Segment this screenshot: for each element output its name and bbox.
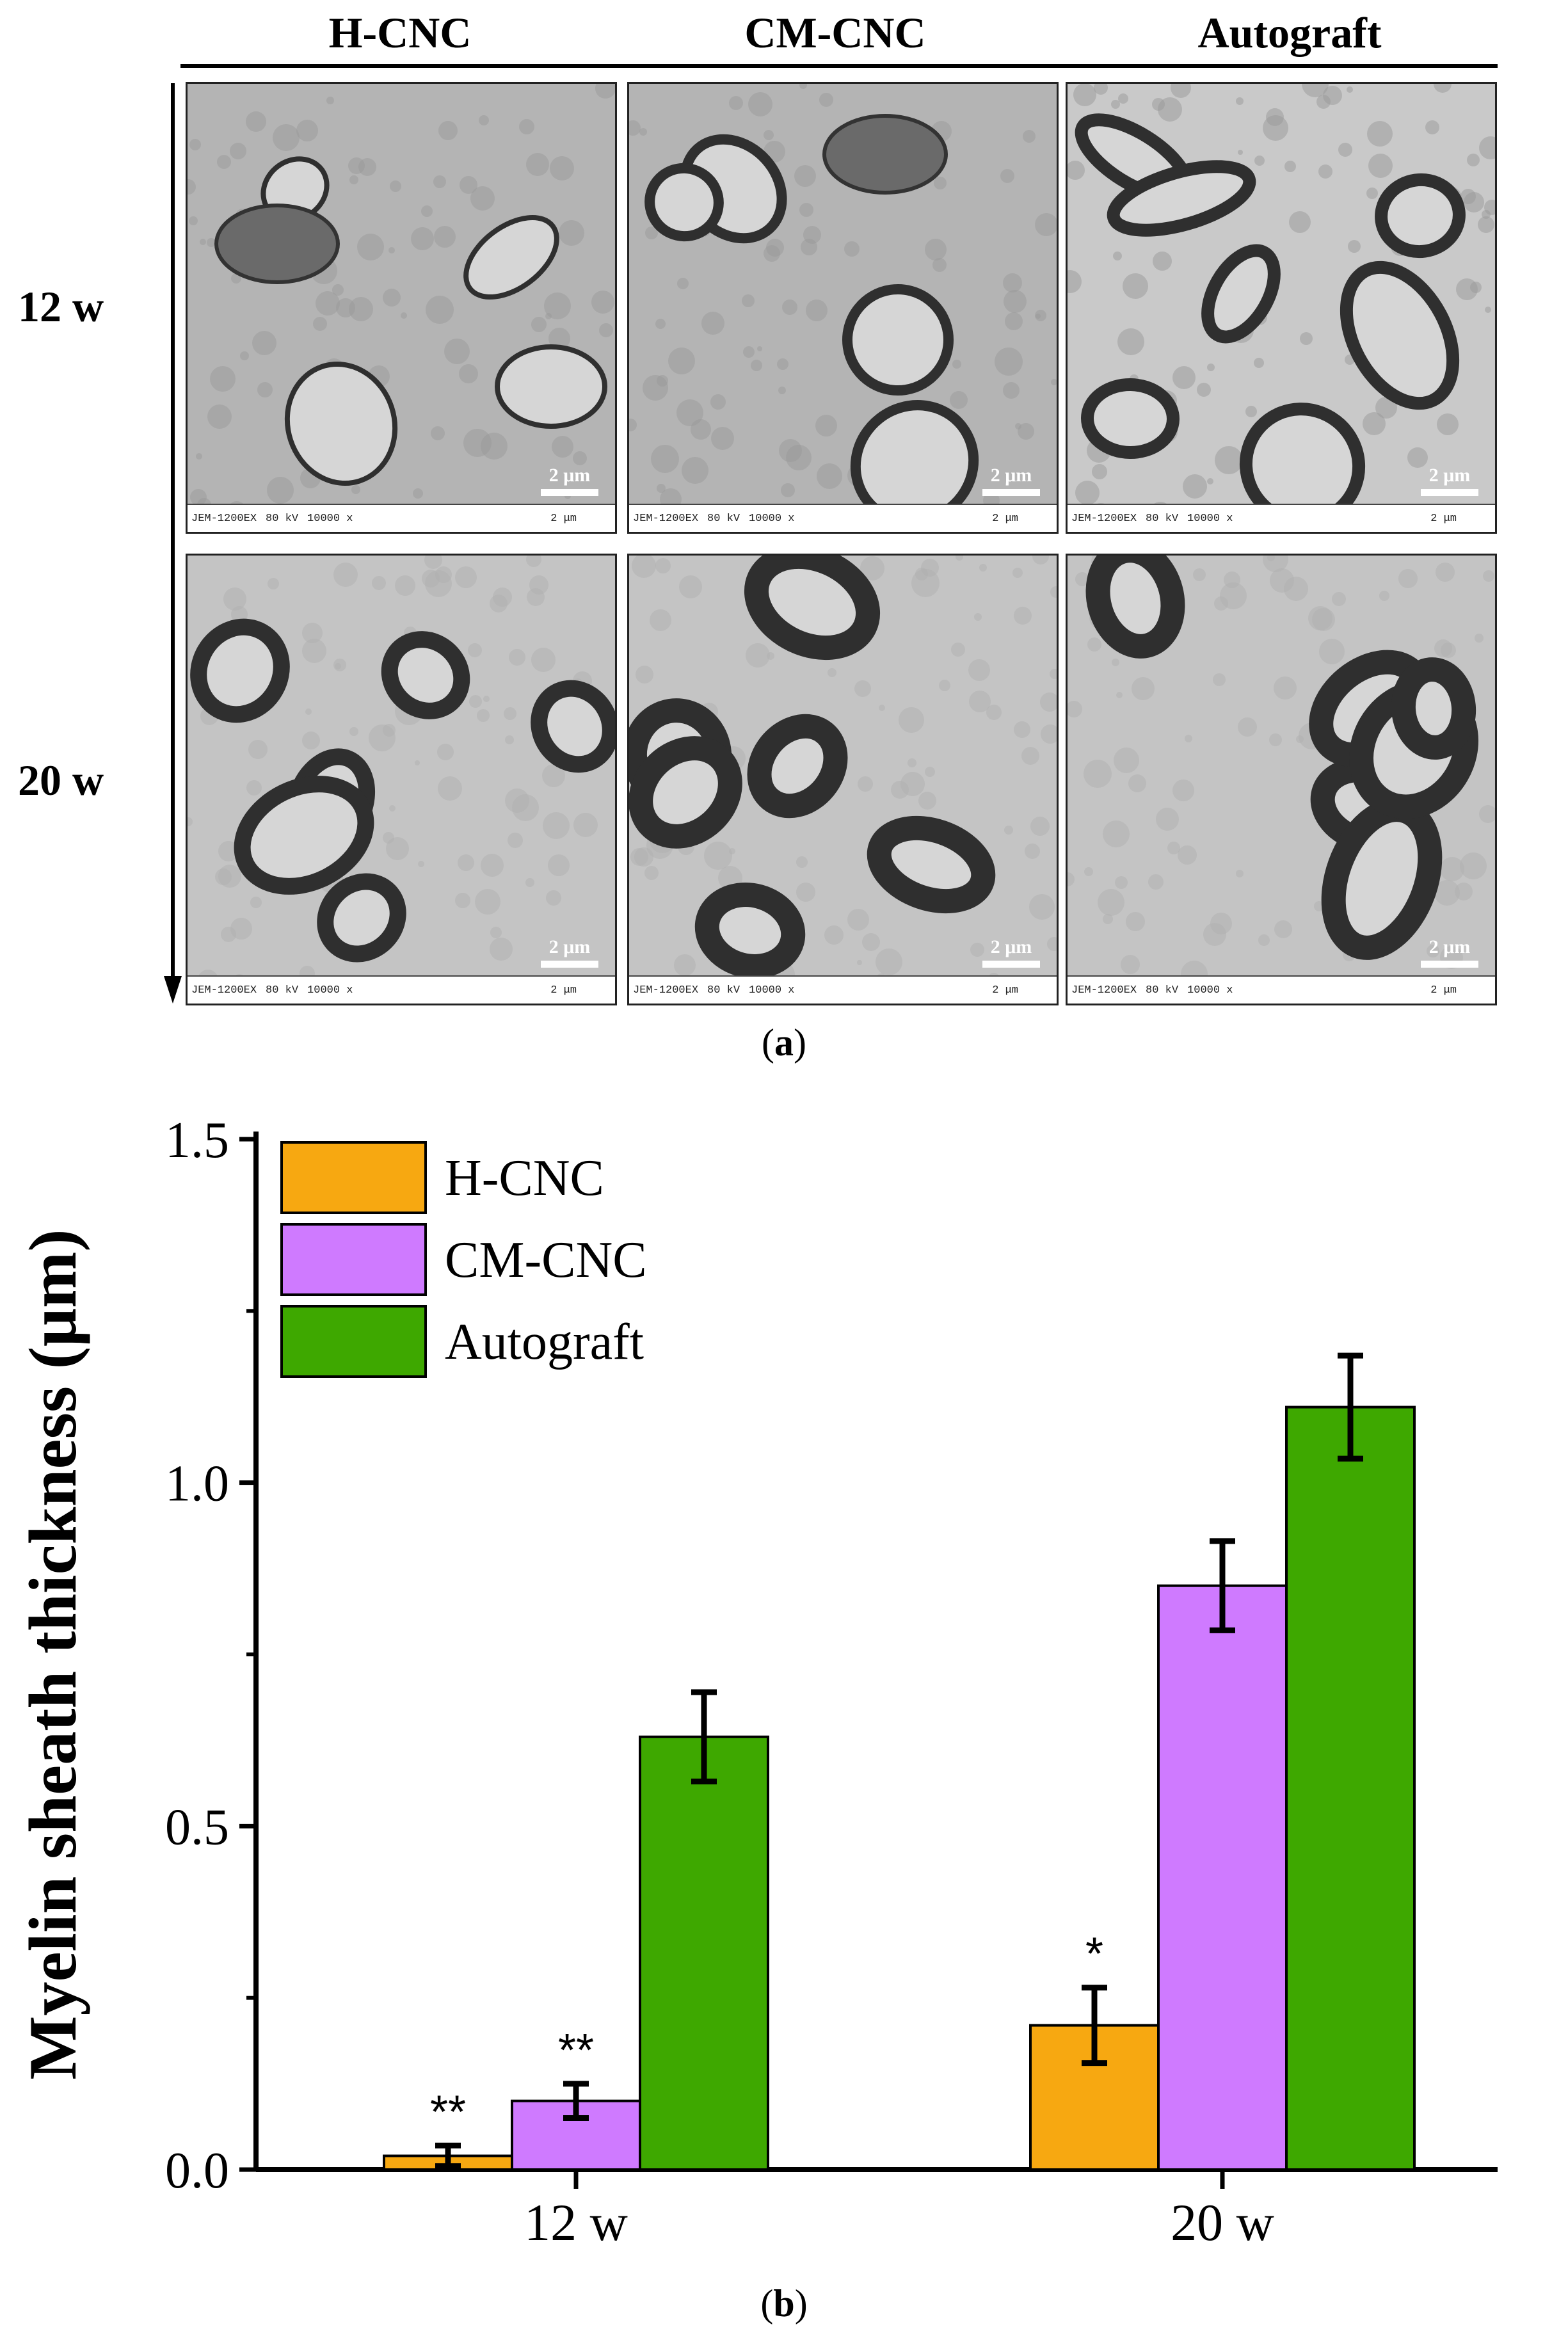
column-header-h-cnc: H-CNC — [328, 8, 472, 57]
tem-panel-cm-cnc-12-w: 2 μm JEM-1200EX 80 kV 10000 x 2 μm — [627, 82, 1059, 534]
tem-footer: JEM-1200EX 80 kV 10000 x 2 μm — [188, 975, 615, 1004]
significance-marker: ** — [430, 2086, 466, 2138]
tem-footer: JEM-1200EX 80 kV 10000 x 2 μm — [629, 975, 1057, 1004]
tem-footer-field: JEM-1200EX — [1071, 512, 1137, 525]
legend-label-autograft: Autograft — [445, 1314, 644, 1370]
tem-footer-field: JEM-1200EX — [1071, 984, 1137, 996]
scale-bar-line — [982, 961, 1040, 968]
tem-footer-field: JEM-1200EX — [191, 984, 257, 996]
bar-autograft-12-w — [639, 1735, 769, 2172]
panel-a-label: (a) — [762, 1021, 806, 1064]
header-rule — [180, 64, 1498, 68]
scale-bar-line — [1421, 961, 1478, 968]
tem-footer-field: JEM-1200EX — [633, 512, 699, 525]
legend-swatch-h-cnc — [280, 1141, 427, 1214]
tem-footer-field: 2 μm — [992, 984, 1018, 996]
tem-footer-field: 10000 x — [749, 984, 795, 996]
scale-bar: 2 μm — [541, 465, 598, 496]
significance-marker: ** — [558, 2025, 594, 2076]
tem-panel-autograft-12-w: 2 μm JEM-1200EX 80 kV 10000 x 2 μm — [1066, 82, 1497, 534]
scale-bar-label: 2 μm — [548, 465, 591, 486]
tem-footer-field: 80 kV — [1146, 984, 1179, 996]
scale-bar: 2 μm — [982, 936, 1040, 968]
bar-cm-cnc-20-w — [1157, 1584, 1288, 2171]
tem-panel-cm-cnc-20-w: 2 μm JEM-1200EX 80 kV 10000 x 2 μm — [627, 554, 1059, 1005]
tem-footer-field: 2 μm — [550, 512, 577, 525]
y-tick-label: 0.5 — [165, 1799, 229, 1855]
tem-footer-field: 10000 x — [307, 512, 353, 525]
tem-footer: JEM-1200EX 80 kV 10000 x 2 μm — [1068, 975, 1495, 1004]
tem-footer-field: 80 kV — [707, 984, 740, 996]
tem-footer-field: 10000 x — [749, 512, 795, 525]
scale-bar-line — [1421, 489, 1478, 496]
y-axis-label: Myelin sheath thickness (μm) — [15, 1229, 90, 2079]
scale-bar: 2 μm — [541, 936, 598, 968]
tem-panel-autograft-20-w: 2 μm JEM-1200EX 80 kV 10000 x 2 μm — [1066, 554, 1497, 1005]
y-tick-label: 1.0 — [165, 1456, 229, 1512]
tem-footer-field: 80 kV — [1146, 512, 1179, 525]
significance-marker: * — [1085, 1929, 1103, 1980]
scale-bar-label: 2 μm — [990, 936, 1032, 957]
x-tick-label: 12 w — [524, 2193, 628, 2252]
tem-footer-field: 80 kV — [266, 984, 299, 996]
tem-footer: JEM-1200EX 80 kV 10000 x 2 μm — [629, 504, 1057, 532]
legend-swatch-cm-cnc — [280, 1223, 427, 1296]
legend-label-cm-cnc: CM-CNC — [445, 1232, 647, 1288]
scale-bar-label: 2 μm — [1428, 465, 1471, 486]
tem-footer-field: 80 kV — [266, 512, 299, 525]
row-header-12w: 12 w — [18, 282, 104, 331]
tem-footer-field: 2 μm — [992, 512, 1018, 525]
scale-bar-label: 2 μm — [548, 936, 591, 957]
tem-footer-field: 10000 x — [1187, 512, 1233, 525]
x-tick-label: 20 w — [1171, 2193, 1274, 2252]
time-arrow — [164, 83, 182, 1004]
y-tick-label: 1.5 — [165, 1112, 229, 1169]
scale-bar-label: 2 μm — [990, 465, 1032, 486]
scale-bar: 2 μm — [1421, 936, 1478, 968]
scale-bar-label: 2 μm — [1428, 936, 1471, 957]
tem-footer-field: 80 kV — [707, 512, 740, 525]
column-header-cm-cnc: CM-CNC — [744, 8, 926, 57]
bar-autograft-20-w — [1285, 1405, 1416, 2171]
myelin-thickness-bar-chart: 0.0 0.5 1.0 1.5 Myelin sheath thickness (μm)… — [15, 1112, 1498, 2252]
tem-footer-field: 2 μm — [1430, 512, 1457, 525]
panel-b-label: (b) — [760, 2282, 808, 2324]
legend-swatch-autograft — [280, 1305, 427, 1378]
tem-panel-h-cnc-20-w: 2 μm JEM-1200EX 80 kV 10000 x 2 μm — [186, 554, 617, 1005]
tem-footer: JEM-1200EX 80 kV 10000 x 2 μm — [1068, 504, 1495, 532]
tem-footer-field: 2 μm — [1430, 984, 1457, 996]
legend-label-h-cnc: H-CNC — [445, 1150, 604, 1206]
tem-footer-field: 10000 x — [1187, 984, 1233, 996]
tem-footer-field: 10000 x — [307, 984, 353, 996]
scale-bar: 2 μm — [1421, 465, 1478, 496]
scale-bar-line — [541, 961, 598, 968]
column-header-autograft: Autograft — [1197, 8, 1382, 57]
row-header-20w: 20 w — [18, 756, 104, 804]
scale-bar-line — [982, 489, 1040, 496]
y-tick-label: 0.0 — [165, 2143, 229, 2199]
tem-footer-field: JEM-1200EX — [633, 984, 699, 996]
tem-footer-field: JEM-1200EX — [191, 512, 257, 525]
scale-bar-line — [541, 489, 598, 496]
tem-footer: JEM-1200EX 80 kV 10000 x 2 μm — [188, 504, 615, 532]
tem-footer-field: 2 μm — [550, 984, 577, 996]
scale-bar: 2 μm — [982, 465, 1040, 496]
tem-panel-h-cnc-12-w: 2 μm JEM-1200EX 80 kV 10000 x 2 μm — [186, 82, 617, 534]
